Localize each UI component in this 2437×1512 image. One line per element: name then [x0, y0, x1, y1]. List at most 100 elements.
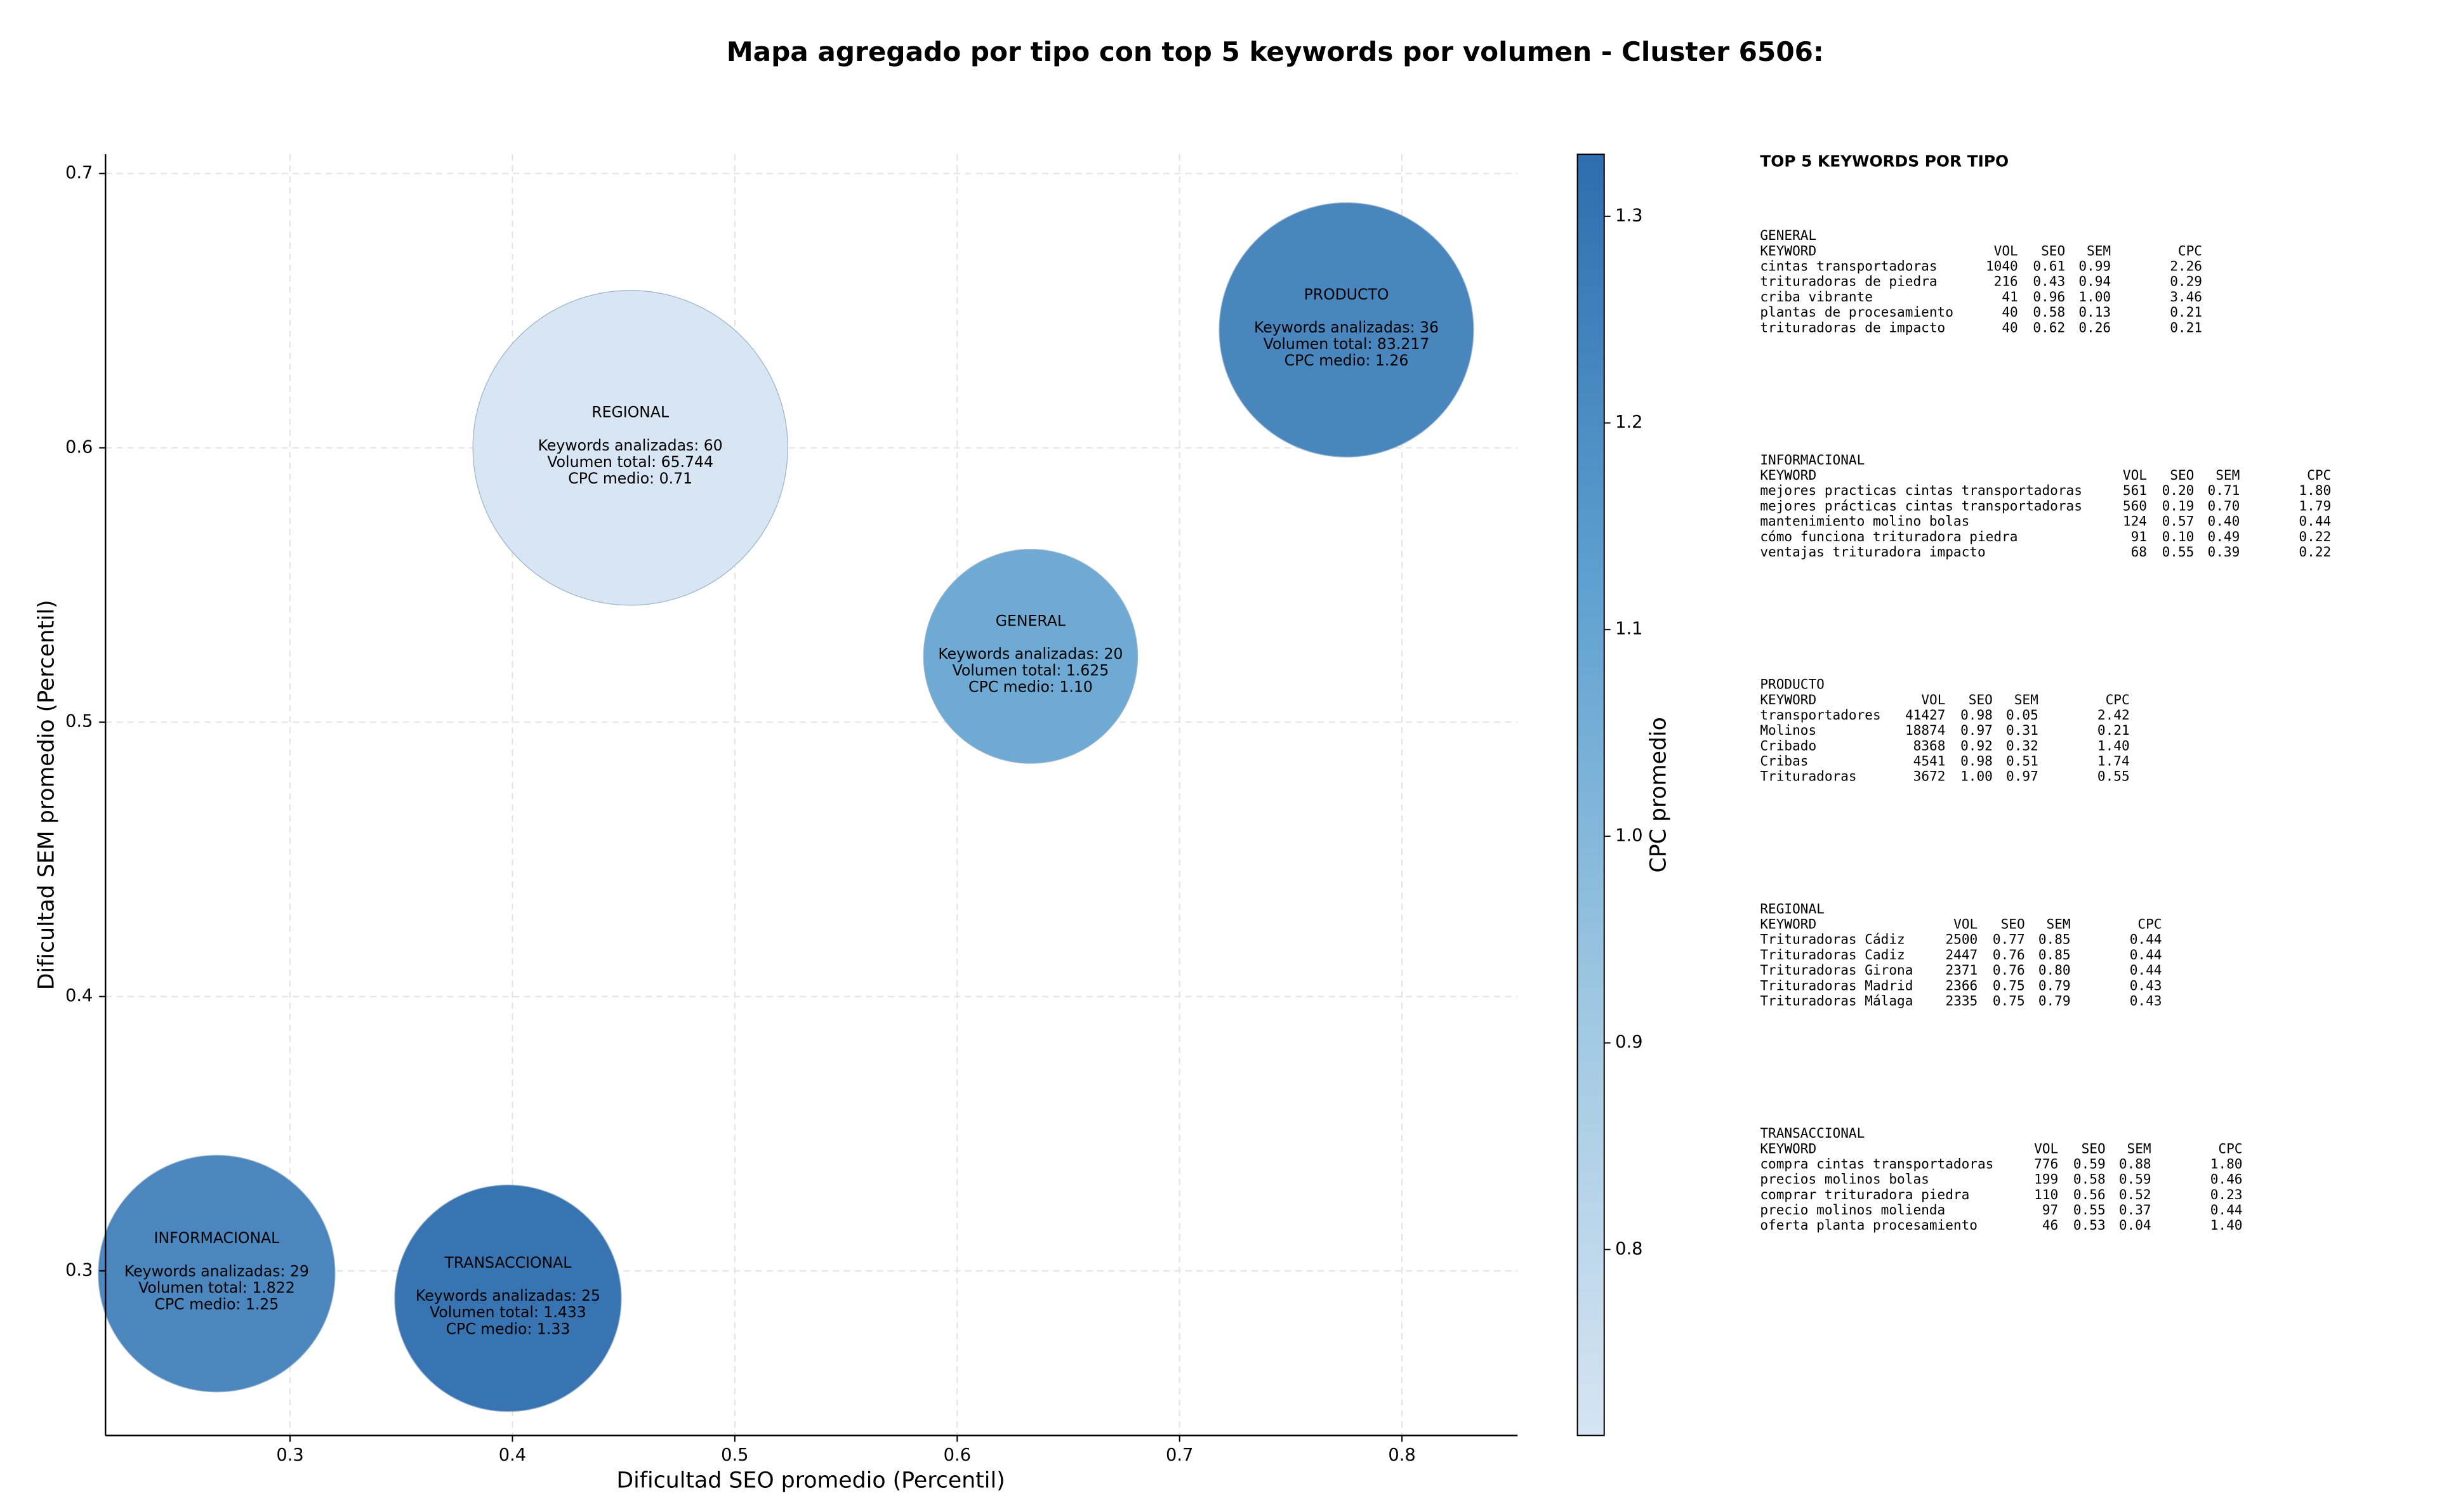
table-cell: oferta planta procesamiento: [1760, 1217, 1978, 1233]
table-cell: 0.97: [1960, 722, 1993, 738]
table-cell: 124: [2123, 513, 2147, 529]
table-cell: 91: [2131, 529, 2147, 544]
x-tick-label: 0.6: [944, 1445, 971, 1465]
table-cell: 8368: [1913, 737, 1946, 753]
y-tick-label: 0.6: [65, 437, 93, 457]
bubble-label: Volumen total: 1.625: [953, 661, 1109, 679]
colorbar-tick-label: 1.1: [1615, 619, 1642, 639]
table-header: CPC: [2218, 1140, 2242, 1156]
table-cell: 561: [2123, 482, 2147, 498]
table-header: SEO: [2170, 467, 2194, 483]
table-cell: 68: [2131, 544, 2147, 560]
table-cell: 0.43: [2130, 977, 2162, 993]
table-header: KEYWORD: [1760, 467, 1816, 483]
table-cell: precio molinos molienda: [1760, 1202, 1945, 1218]
table-cell: transportadores: [1760, 707, 1880, 723]
table-cell: criba vibrante: [1760, 289, 1873, 305]
table-cell: 0.98: [1960, 753, 1993, 769]
table-cell: 1.40: [2097, 737, 2130, 753]
table-title: GENERAL: [1760, 227, 1816, 243]
table-cell: trituradoras de impacto: [1760, 319, 1945, 335]
bubble-label: Volumen total: 1.433: [430, 1303, 586, 1321]
table-cell: 216: [1994, 273, 2018, 289]
table-cell: 0.10: [2162, 529, 2195, 544]
table-cell: mantenimiento molino bolas: [1760, 513, 1969, 529]
table-header: VOL: [1953, 916, 1978, 932]
table-cell: Cribas: [1760, 753, 1808, 769]
table-cell: 0.43: [2033, 273, 2065, 289]
table-cell: trituradoras de piedra: [1760, 273, 1937, 289]
table-cell: 0.32: [2006, 737, 2038, 753]
table-header: KEYWORD: [1760, 242, 1816, 258]
y-tick-label: 0.4: [65, 986, 93, 1006]
table-cell: 0.76: [1993, 947, 2025, 963]
table-header: VOL: [2123, 467, 2147, 483]
table-cell: 0.71: [2208, 482, 2240, 498]
table-cell: 2500: [1945, 931, 1978, 947]
table-cell: 0.22: [2299, 544, 2331, 560]
grid: [105, 154, 1518, 1436]
table-cell: 0.85: [2038, 947, 2071, 963]
bubble-name: REGIONAL: [591, 404, 669, 421]
bubble-name: GENERAL: [996, 612, 1066, 629]
table-cell: 0.59: [2073, 1155, 2106, 1171]
table-header: VOL: [1994, 242, 2018, 258]
table-cell: 0.37: [2119, 1202, 2151, 1218]
table-header: KEYWORD: [1760, 692, 1816, 707]
table-cell: cómo funciona trituradora piedra: [1760, 529, 2018, 544]
table-header: CPC: [2307, 467, 2331, 483]
table-cell: Trituradoras: [1760, 768, 1856, 784]
table-cell: 0.49: [2208, 529, 2240, 544]
bubble: [472, 290, 788, 606]
table-cell: 0.55: [2073, 1202, 2106, 1218]
x-tick-label: 0.7: [1166, 1445, 1193, 1465]
table-cell: 2371: [1945, 962, 1978, 978]
table-cell: 1040: [1986, 258, 2018, 274]
colorbar-tick-label: 1.2: [1615, 412, 1642, 432]
table-cell: 0.52: [2119, 1187, 2151, 1202]
table-title: INFORMACIONAL: [1760, 452, 1865, 468]
table-cell: Trituradoras Cádiz: [1760, 931, 1905, 947]
table-cell: 40: [2002, 304, 2018, 320]
table-cell: 0.21: [2170, 319, 2202, 335]
table-header: SEO: [1969, 692, 1993, 707]
table-header: SEM: [2014, 692, 2038, 707]
table-header: SEO: [2082, 1140, 2106, 1156]
table-cell: 2335: [1945, 992, 1978, 1008]
table-cell: Cribado: [1760, 737, 1816, 753]
colorbar-tick-label: 0.9: [1615, 1032, 1642, 1052]
x-tick-label: 0.8: [1388, 1445, 1415, 1465]
bubble-label: CPC medio: 1.10: [968, 678, 1093, 696]
table-cell: 2447: [1945, 947, 1978, 963]
bubble-label: Volumen total: 65.744: [547, 453, 713, 471]
bubble: [394, 1184, 622, 1412]
table-cell: precios molinos bolas: [1760, 1171, 1929, 1187]
table-header: SEO: [2041, 242, 2065, 258]
bubble-label: Keywords analizadas: 20: [938, 645, 1123, 662]
bubble: [1218, 202, 1474, 457]
table-cell: Trituradoras Málaga: [1760, 992, 1913, 1008]
table-cell: 1.00: [1960, 768, 1993, 784]
table-cell: 776: [2034, 1155, 2058, 1171]
table-header: VOL: [1921, 692, 1945, 707]
colorbar: [1576, 154, 1605, 1436]
table-cell: 46: [2042, 1217, 2058, 1233]
table-cell: 0.88: [2119, 1155, 2151, 1171]
table-cell: 1.00: [2078, 289, 2111, 305]
table-cell: 0.77: [1993, 931, 2025, 947]
table-cell: 0.44: [2299, 513, 2331, 529]
table-cell: 0.76: [1993, 962, 2025, 978]
table-cell: 0.70: [2208, 497, 2240, 513]
table-cell: 41427: [1905, 707, 1945, 723]
y-tick-label: 0.5: [65, 712, 93, 732]
table-title: TRANSACCIONAL: [1760, 1125, 1865, 1141]
bubble-label: Keywords analizadas: 60: [538, 437, 723, 454]
table-cell: 0.22: [2299, 529, 2331, 544]
table-cell: 0.21: [2170, 304, 2202, 320]
table-cell: 3672: [1913, 768, 1946, 784]
bubble-label: Keywords analizadas: 25: [416, 1287, 600, 1305]
table-cell: 0.44: [2210, 1202, 2243, 1218]
table-cell: 0.19: [2162, 497, 2195, 513]
